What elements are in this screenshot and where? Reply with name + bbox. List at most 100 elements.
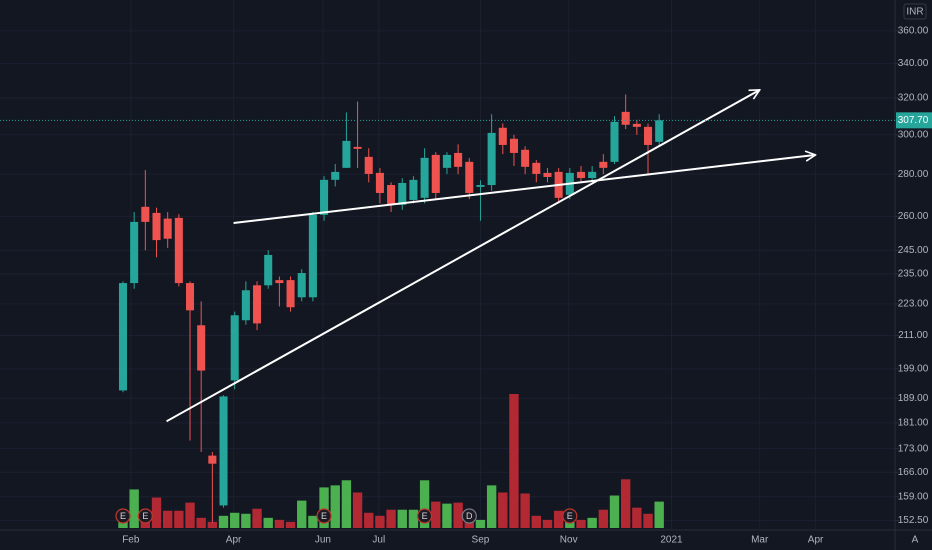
volume-bar [509, 394, 519, 528]
candle-body [264, 254, 273, 286]
candle-body [308, 214, 317, 298]
candle-body [208, 455, 217, 464]
candle-body [487, 132, 496, 186]
event-marker[interactable] [115, 508, 131, 524]
y-tick-label: 211.00 [898, 330, 928, 341]
candle-body [297, 273, 306, 298]
volume-bar [274, 519, 285, 528]
event-marker[interactable] [137, 508, 153, 524]
candle-body [532, 162, 541, 174]
candle-body [420, 157, 429, 198]
trendline[interactable] [233, 155, 816, 224]
candle-body [576, 171, 586, 179]
volume-bar [185, 502, 195, 528]
volume-bar [241, 513, 251, 528]
candle-body [454, 152, 463, 167]
y-tick-label: 235.00 [898, 269, 929, 280]
volume-bar [587, 517, 597, 528]
candle-body [241, 290, 250, 321]
volume-bar [352, 492, 363, 528]
volume-bar [297, 500, 307, 528]
event-label: E [120, 511, 126, 521]
candle-body [219, 396, 228, 506]
y-tick-label: 280.00 [898, 169, 929, 180]
candle-body [655, 120, 664, 142]
event-label: E [567, 511, 573, 521]
candle-body [599, 161, 608, 168]
candle-body [387, 185, 396, 205]
event-marker[interactable] [562, 508, 578, 524]
volume-bar [386, 509, 396, 528]
candle-body [118, 283, 128, 391]
y-tick-label: 245.00 [898, 245, 929, 256]
candle-body [621, 111, 630, 125]
volume-bar [375, 515, 385, 528]
x-tick-label: Apr [808, 535, 824, 546]
volume-bar [129, 489, 139, 528]
y-tick-label: 189.00 [898, 393, 929, 404]
y-tick-label: 159.00 [898, 491, 929, 502]
last-price-label: 307.70 [898, 115, 929, 126]
x-tick-label: Jul [372, 535, 385, 546]
candle-body [632, 123, 641, 127]
candle-body [409, 179, 418, 200]
candle-body [398, 182, 407, 205]
event-marker[interactable] [316, 508, 332, 524]
y-tick-label: 173.00 [898, 443, 929, 454]
volume-bar [419, 480, 430, 528]
volume-bar [196, 517, 206, 528]
volume-bar [230, 512, 240, 528]
x-tick-label: Feb [122, 535, 140, 546]
candle-body [320, 179, 329, 215]
volume-bar [643, 513, 653, 528]
event-marker[interactable] [416, 508, 433, 524]
candle-body [521, 149, 530, 167]
event-label: E [422, 511, 428, 521]
candle-body [174, 217, 183, 284]
y-tick-label: 199.00 [898, 363, 929, 374]
y-tick-label: 152.50 [898, 515, 929, 526]
volume-bar [609, 495, 620, 528]
x-tick-label: 2021 [660, 535, 683, 546]
y-tick-label: 260.00 [898, 211, 929, 222]
x-tick-label: Nov [560, 535, 578, 546]
candle-body [643, 126, 653, 145]
candle-body [610, 121, 619, 162]
x-tick-label: Jun [315, 535, 331, 546]
volume-bar [319, 487, 329, 528]
candle-body [498, 127, 507, 145]
candle-body [152, 212, 161, 241]
candle-body [342, 140, 351, 168]
volume-bar [520, 493, 530, 528]
candle-body [331, 171, 340, 180]
auto-scale[interactable]: A [912, 535, 919, 546]
volume-bar [174, 510, 184, 528]
currency: INR [906, 7, 923, 18]
x-tick-label: Mar [751, 535, 769, 546]
candle-body [185, 283, 195, 311]
volume-bar [632, 507, 642, 528]
currency-box[interactable] [903, 3, 927, 20]
candle-body [197, 325, 206, 371]
event-marker[interactable] [461, 508, 477, 524]
volume-bar [431, 501, 441, 528]
volume-bar [598, 509, 609, 528]
y-tick-label: 223.00 [898, 299, 929, 310]
candle-body [286, 280, 295, 308]
last-price-tag [896, 112, 932, 129]
volume-bar [553, 510, 564, 528]
event-label: E [142, 511, 148, 521]
y-tick-label: 340.00 [898, 58, 929, 69]
volume-bar [442, 503, 452, 528]
candle-body [588, 171, 597, 179]
y-tick-label: 166.00 [898, 467, 929, 478]
trendline[interactable] [166, 88, 760, 423]
y-tick-label: 360.00 [898, 25, 929, 36]
y-tick-label: 300.00 [898, 129, 929, 140]
volume-bar [408, 509, 419, 528]
candle-body [130, 221, 139, 284]
volume-bar [620, 479, 631, 528]
volume-bar [218, 515, 229, 528]
candle-body [141, 206, 150, 222]
